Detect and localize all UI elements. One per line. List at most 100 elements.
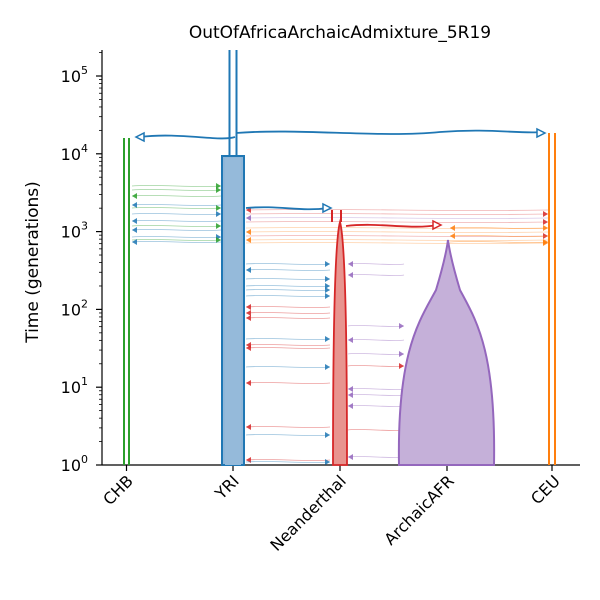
migration-arrowhead bbox=[216, 183, 221, 189]
migration-line bbox=[245, 213, 549, 215]
yri-to-chb-arrowhead bbox=[134, 131, 145, 143]
yri-to-ceu-arrowhead bbox=[536, 127, 547, 139]
migration-line bbox=[245, 434, 331, 436]
migration-line bbox=[245, 312, 331, 314]
migration-arrowhead bbox=[348, 392, 353, 398]
yri-to-ceu-arrow bbox=[235, 129, 543, 135]
y-tick-label: 100 bbox=[61, 453, 88, 475]
migration-arrowhead bbox=[246, 310, 251, 316]
deme-ceu bbox=[548, 133, 556, 465]
migration-line bbox=[131, 213, 222, 215]
migration-line bbox=[131, 185, 222, 187]
deme-archaic-afr bbox=[397, 239, 496, 466]
migration-line bbox=[245, 317, 331, 319]
migration-line bbox=[131, 207, 222, 209]
migration-line bbox=[245, 459, 331, 461]
migration-line bbox=[245, 382, 331, 384]
migration-arrowhead bbox=[246, 315, 251, 321]
deme-yri bbox=[221, 50, 245, 466]
figure-title: OutOfAfricaArchaicAdmixture_5R19 bbox=[189, 23, 491, 43]
migration-line bbox=[347, 353, 405, 355]
migration-line bbox=[245, 289, 331, 291]
migration-arrowhead bbox=[325, 336, 330, 342]
y-tick-label: 103 bbox=[61, 220, 88, 242]
neanderthal-body bbox=[332, 218, 348, 466]
migration-line bbox=[347, 394, 405, 396]
migration-arrowhead bbox=[216, 237, 221, 243]
yri-fill bbox=[225, 158, 241, 465]
migration-line bbox=[131, 236, 222, 238]
migration-line bbox=[245, 217, 549, 219]
migration-arrowhead bbox=[216, 211, 221, 217]
migration-line bbox=[347, 429, 405, 431]
neanderthal-to-archaic-arrow bbox=[345, 223, 439, 228]
migration-arrowhead bbox=[246, 457, 251, 463]
migration-arrowhead bbox=[132, 227, 137, 233]
migration-arrowhead bbox=[216, 205, 221, 211]
migration-line bbox=[131, 239, 222, 241]
migration-arrowhead bbox=[399, 351, 404, 357]
migration-line bbox=[245, 338, 331, 340]
migration-line bbox=[347, 456, 405, 458]
migration-arrowhead bbox=[348, 403, 353, 409]
migration-line bbox=[245, 263, 331, 265]
neanderthal-to-archaic-arrowhead bbox=[432, 219, 443, 231]
x-label-yri: YRI bbox=[211, 471, 243, 503]
migration-line bbox=[449, 227, 549, 229]
migration-line bbox=[245, 221, 549, 223]
ancestry-arrows bbox=[134, 127, 547, 231]
migration-arrowhead bbox=[325, 261, 330, 267]
migration-line bbox=[245, 295, 331, 297]
y-minor-ticks bbox=[99, 52, 102, 442]
migration-arrowhead bbox=[132, 202, 137, 208]
migration-line bbox=[131, 229, 222, 231]
migration-arrowhead bbox=[450, 233, 455, 239]
migration-line bbox=[245, 278, 331, 280]
migration-arrowhead bbox=[246, 237, 251, 243]
migration-arrowhead bbox=[246, 215, 251, 221]
migration-line bbox=[449, 235, 549, 237]
migration-line bbox=[347, 325, 405, 327]
migration-line bbox=[245, 239, 549, 241]
y-tick-label: 102 bbox=[61, 297, 88, 319]
migration-line bbox=[131, 204, 222, 206]
migration-arrowhead bbox=[543, 219, 548, 225]
migration-line bbox=[347, 263, 405, 265]
migration-line bbox=[347, 339, 405, 341]
migration-line bbox=[449, 241, 549, 243]
y-ticks: 100 101 102 103 104 105 bbox=[61, 64, 102, 475]
migration-arrowhead bbox=[325, 459, 330, 465]
migration-line bbox=[347, 388, 405, 390]
migration-line bbox=[245, 235, 549, 237]
migration-line bbox=[245, 344, 331, 346]
x-label-ceu: CEU bbox=[527, 471, 564, 508]
migration-arrowhead bbox=[348, 337, 353, 343]
migration-arrowhead bbox=[246, 267, 251, 273]
migration-line bbox=[131, 225, 222, 227]
migration-arrowhead bbox=[348, 272, 353, 278]
y-axis-label: Time (generations) bbox=[23, 181, 43, 344]
migration-arrowhead bbox=[325, 287, 330, 293]
migration-arrowhead bbox=[246, 304, 251, 310]
migration-line bbox=[131, 241, 222, 243]
x-label-chb: CHB bbox=[99, 471, 137, 509]
y-axis: 100 101 102 103 104 105 bbox=[61, 50, 103, 475]
migration-line bbox=[245, 426, 331, 428]
yri-to-neanderthal-arrow bbox=[245, 206, 329, 211]
deme-chb bbox=[123, 138, 130, 465]
migration-arrowhead bbox=[246, 345, 251, 351]
migration-line bbox=[347, 405, 405, 407]
migration-arrowhead bbox=[132, 193, 137, 199]
migration-arrowhead bbox=[325, 364, 330, 370]
migration-arrowhead bbox=[325, 293, 330, 299]
migration-arrowhead bbox=[348, 454, 353, 460]
migration-line bbox=[245, 242, 549, 244]
migration-line bbox=[131, 195, 222, 197]
y-tick-label: 104 bbox=[61, 142, 88, 164]
migration-line bbox=[245, 209, 549, 211]
migration-arrowhead bbox=[246, 424, 251, 430]
migration-line bbox=[245, 227, 549, 229]
migration-arrowhead bbox=[132, 239, 137, 245]
y-tick-label: 105 bbox=[61, 64, 88, 86]
